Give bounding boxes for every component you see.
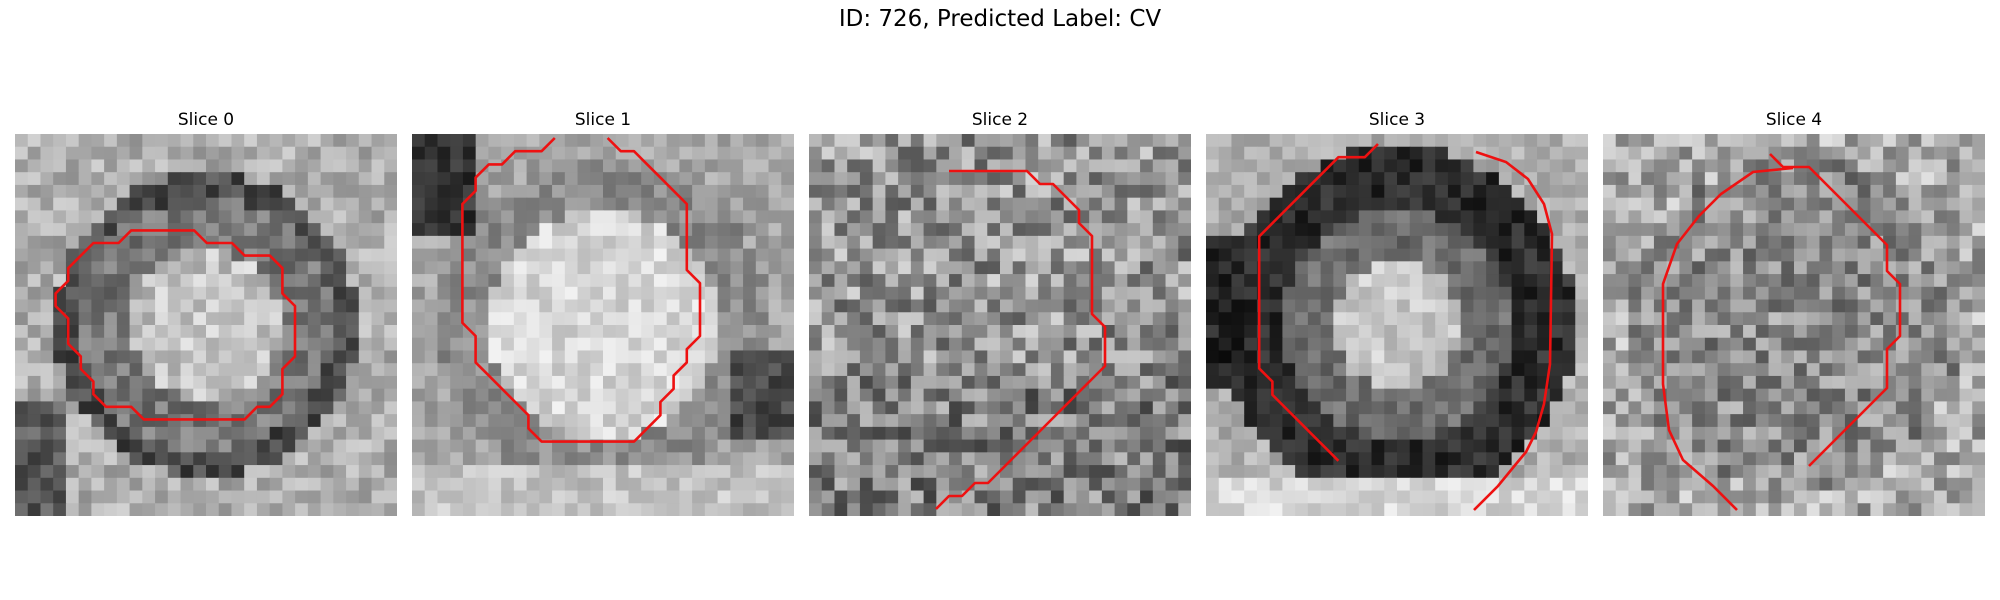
slice-0-image — [15, 134, 397, 516]
slice-4-image — [1603, 134, 1985, 516]
slice-3-title: Slice 3 — [1368, 110, 1426, 130]
slice-0-title: Slice 0 — [177, 110, 235, 130]
slice-2-image — [809, 134, 1191, 516]
slice-4-contour — [1769, 153, 1902, 467]
slice-3-contour-right — [1473, 150, 1554, 511]
slice-0-pixels — [15, 134, 397, 516]
slice-3-image — [1206, 134, 1588, 516]
slice-4-title: Slice 4 — [1765, 110, 1823, 130]
slice-1-contour — [461, 137, 702, 443]
slice-4-pixels — [1603, 134, 1985, 516]
slice-4-contour-left — [1661, 166, 1794, 511]
slice-3-pixels — [1206, 134, 1588, 516]
slice-2-contour — [935, 169, 1107, 510]
slice-1-pixels — [412, 134, 794, 516]
slice-3-contour — [1257, 143, 1379, 462]
slice-2-pixels — [809, 134, 1191, 516]
figure-title: ID: 726, Predicted Label: CV — [838, 6, 1162, 32]
slice-2-title: Slice 2 — [971, 110, 1029, 130]
slice-0-contour — [54, 229, 297, 421]
slice-1-title: Slice 1 — [574, 110, 632, 130]
slice-1-image — [412, 134, 794, 516]
